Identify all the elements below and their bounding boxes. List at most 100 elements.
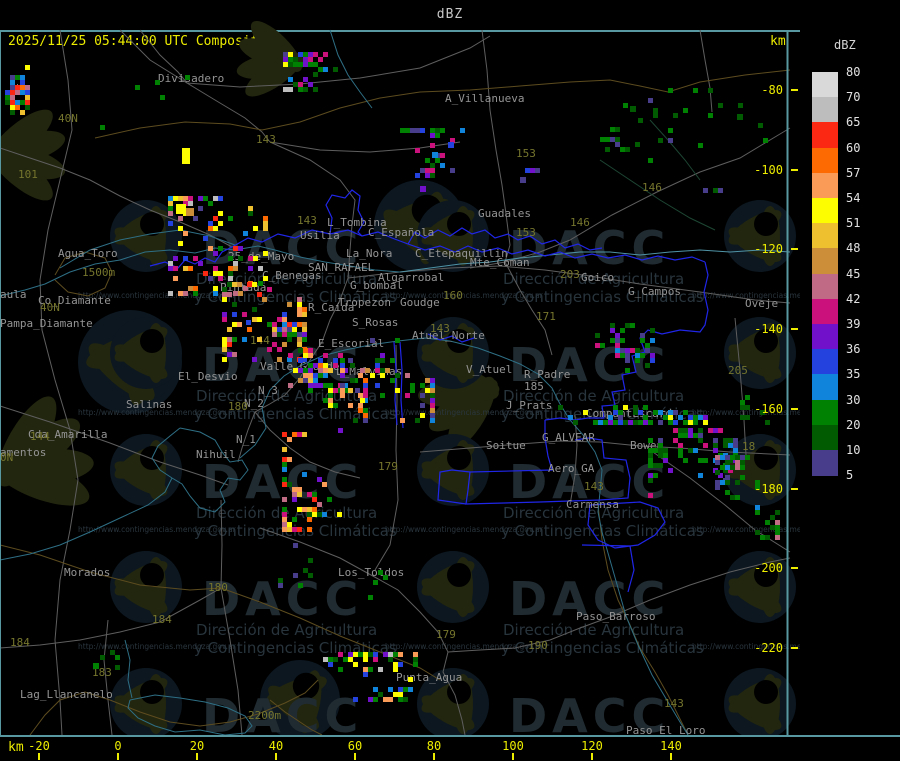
- right-axis-label: -220: [754, 641, 783, 655]
- place-label: Agua_Toro: [58, 247, 118, 260]
- radar-cell: [218, 271, 223, 276]
- place-label: El_Desvio: [178, 370, 238, 383]
- radar-cell: [363, 418, 368, 423]
- bottom-axis-label: 100: [502, 739, 524, 753]
- radar-cell: [287, 302, 292, 307]
- road-number-label: 190: [528, 639, 548, 652]
- radar-cell: [625, 368, 630, 373]
- svg-text:http://www.contingencias.mendo: http://www.contingencias.mendoza.gov.ar: [385, 525, 544, 534]
- map-line-blue: [393, 341, 398, 426]
- radar-cell: [725, 465, 730, 470]
- radar-cell: [227, 342, 232, 347]
- radar-cell: [282, 517, 287, 522]
- radar-cell: [420, 413, 425, 418]
- radar-cell: [208, 226, 213, 231]
- radar-cell: [203, 271, 208, 276]
- radar-cell: [20, 75, 25, 80]
- place-label: Lag_Llancanelo: [20, 688, 113, 701]
- radar-cell: [277, 327, 282, 332]
- radar-cell: [308, 52, 313, 57]
- road-number-label: 101: [18, 168, 38, 181]
- radar-cell: [375, 363, 380, 368]
- svg-text:http://www.contingencias.mendo: http://www.contingencias.mendoza.gov.ar: [692, 291, 851, 300]
- radar-cell: [678, 443, 683, 448]
- radar-cell: [282, 327, 287, 332]
- radar-cell: [718, 103, 723, 108]
- radar-cell: [410, 388, 415, 393]
- radar-cell: [663, 448, 668, 453]
- radar-cell: [688, 433, 693, 438]
- road-number-label: 171: [536, 310, 556, 323]
- radar-cell: [208, 221, 213, 226]
- radar-cell: [648, 463, 653, 468]
- map-line-road: [259, 527, 466, 736]
- radar-cell: [297, 307, 302, 312]
- radar-cell: [168, 291, 173, 296]
- radar-cell: [246, 320, 251, 325]
- radar-cell: [605, 147, 610, 152]
- map-line-road: [347, 265, 791, 304]
- radar-cell: [715, 460, 720, 465]
- place-label: R_Padre: [524, 368, 570, 381]
- radar-cell: [312, 492, 317, 497]
- place-label: G_ALVEAR: [542, 431, 595, 444]
- radar-cell: [620, 338, 625, 343]
- radar-cell: [398, 652, 403, 657]
- radar-cell: [302, 322, 307, 327]
- radar-cell: [183, 196, 188, 201]
- radar-cell: [222, 357, 227, 362]
- radar-cell: [298, 82, 303, 87]
- radar-cell: [420, 383, 425, 388]
- radar-cell: [725, 455, 730, 460]
- legend-swatch: [812, 248, 838, 275]
- radar-cell: [307, 517, 312, 522]
- radar-cell: [227, 282, 232, 287]
- radar-cell: [252, 307, 257, 312]
- radar-cell: [775, 520, 780, 525]
- legend-value: 39: [846, 317, 861, 331]
- place-label: La_Nora: [346, 247, 392, 260]
- radar-cell: [208, 276, 213, 281]
- radar-cell: [287, 522, 292, 527]
- road-number-label: 143: [256, 133, 276, 146]
- radar-cell: [618, 415, 623, 420]
- radar-cell: [297, 297, 302, 302]
- radar-cell: [668, 128, 673, 133]
- place-label: Atuel_Norte: [412, 329, 485, 342]
- place-label: Carmensa: [566, 498, 619, 511]
- radar-cell: [693, 448, 698, 453]
- legend-value: 42: [846, 291, 861, 306]
- radar-cell: [735, 465, 740, 470]
- radar-cell: [648, 493, 653, 498]
- radar-cell: [20, 90, 25, 95]
- radar-cell: [213, 226, 218, 231]
- radar-cell: [648, 473, 653, 478]
- map-line-river: [59, 229, 236, 269]
- map-labels: Divisadero A_Villanueva Guadales Mte_Coman G…: [0, 72, 778, 737]
- radar-cell: [302, 307, 307, 312]
- radar-cell: [430, 408, 435, 413]
- legend-value: 57: [846, 165, 861, 180]
- radar-cell: [218, 276, 223, 281]
- radar-cell: [450, 138, 455, 143]
- radar-cell: [648, 458, 653, 463]
- radar-cell: [168, 206, 173, 211]
- radar-cell: [228, 276, 233, 281]
- radar-cell: [328, 383, 333, 388]
- road-number-label: 146: [642, 181, 662, 194]
- radar-cell: [718, 188, 723, 193]
- radar-cell: [723, 438, 728, 443]
- radar-cell: [363, 388, 368, 393]
- radar-cell: [328, 403, 333, 408]
- radar-cell: [668, 138, 673, 143]
- radar-cell: [650, 328, 655, 333]
- legend-value: 51: [846, 216, 861, 231]
- place-label: Paso_Barroso: [576, 610, 655, 623]
- watermark-tile: http://www.contingencias.mendoza.gov.ar D…: [385, 317, 704, 423]
- place-label: Punta_Agua: [396, 671, 462, 684]
- radar-cell: [178, 216, 183, 221]
- radar-cell: [193, 256, 198, 261]
- radar-cell: [25, 95, 30, 100]
- map-line-blue: [407, 227, 603, 251]
- radar-cell: [358, 403, 363, 408]
